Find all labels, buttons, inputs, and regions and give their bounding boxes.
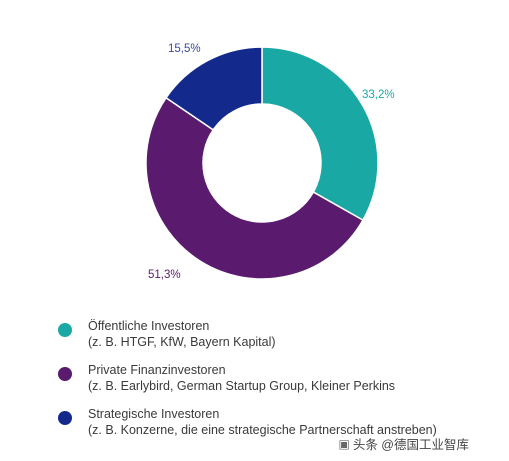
toutiao-icon: ▣ — [338, 436, 350, 451]
legend-sub-oeffentliche: (z. B. HTGF, KfW, Bayern Kapital) — [88, 335, 276, 349]
legend-item-strategische: Strategische Investoren (z. B. Konzerne,… — [58, 406, 498, 438]
watermark-text: 头条 @德国工业智库 — [352, 438, 469, 452]
slice-label-private: 51,3% — [148, 269, 181, 281]
legend-swatch-strategische — [58, 411, 72, 425]
legend: Öffentliche Investoren (z. B. HTGF, KfW,… — [58, 318, 498, 450]
legend-sub-strategische: (z. B. Konzerne, die eine strategische P… — [88, 423, 437, 437]
legend-sub-private: (z. B. Earlybird, German Startup Group, … — [88, 379, 396, 393]
slice-label-strategische: 15,5% — [168, 43, 201, 55]
slice-label-oeffentliche: 33,2% — [362, 89, 395, 101]
slice-oeffentliche — [261, 46, 379, 222]
legend-item-private: Private Finanzinvestoren (z. B. Earlybir… — [58, 362, 498, 394]
legend-swatch-private — [58, 367, 72, 381]
legend-title-oeffentliche: Öffentliche Investoren — [88, 319, 210, 333]
slice-strategische — [165, 46, 263, 131]
legend-swatch-oeffentliche — [58, 323, 72, 337]
legend-item-oeffentliche: Öffentliche Investoren (z. B. HTGF, KfW,… — [58, 318, 498, 350]
donut-chart: 33,2% 51,3% 15,5% — [145, 43, 395, 281]
legend-title-strategische: Strategische Investoren — [88, 407, 220, 421]
legend-title-private: Private Finanzinvestoren — [88, 363, 226, 377]
watermark: ▣ 头条 @德国工业智库 — [338, 434, 469, 453]
slice-private — [145, 96, 364, 280]
